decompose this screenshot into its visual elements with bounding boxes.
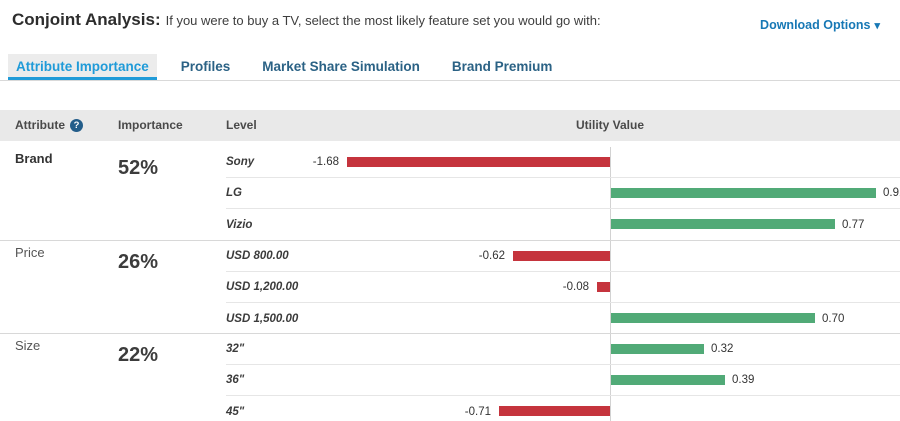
help-icon[interactable]: ?	[70, 118, 83, 132]
importance-value: 52%	[118, 157, 159, 179]
level-label: LG	[226, 187, 242, 199]
level-row: LG 0.91	[226, 178, 900, 209]
utility-bar-positive	[611, 344, 704, 354]
page-subtitle: If you were to buy a TV, select the most…	[165, 13, 601, 28]
level-row: USD 800.00 -0.62	[226, 241, 900, 272]
attribute-groups: Brand 52% Sony -1.68 LG 0.91 Vizio 0.77 Price 26%…	[0, 147, 900, 421]
download-options-label: Download Options	[760, 18, 871, 32]
tab-brand-premium[interactable]: Brand Premium	[451, 59, 553, 74]
level-row: Sony -1.68	[226, 147, 900, 178]
utility-value-label: 0.70	[822, 312, 845, 325]
levels: USD 800.00 -0.62 USD 1,200.00 -0.08 USD 1,50…	[226, 241, 900, 333]
importance-value: 22%	[118, 344, 159, 366]
level-row: 36" 0.39	[226, 365, 900, 396]
attribute-group: Size 22% 32" 0.32 36" 0.39 45" -0.71	[0, 333, 900, 421]
level-row: 32" 0.32	[226, 334, 900, 365]
chevron-down-icon: ▾	[874, 20, 880, 32]
utility-value-label: 0.32	[711, 343, 734, 355]
level-label: 45"	[226, 405, 245, 418]
level-label: USD 800.00	[226, 250, 289, 262]
utility-bar-negative	[513, 251, 610, 261]
level-row: 45" -0.71	[226, 396, 900, 421]
levels: 32" 0.32 36" 0.39 45" -0.71	[226, 334, 900, 421]
column-header-level: Level	[226, 118, 257, 132]
tab-profiles[interactable]: Profiles	[180, 59, 231, 74]
levels: Sony -1.68 LG 0.91 Vizio 0.77	[226, 147, 900, 240]
tab-market-share-simulation[interactable]: Market Share Simulation	[262, 59, 420, 74]
utility-value-label: 0.91	[883, 187, 900, 199]
utility-bar-positive	[611, 313, 815, 323]
level-label: 32"	[226, 343, 245, 355]
utility-bar-negative	[347, 157, 610, 167]
level-row: USD 1,500.00 0.70	[226, 303, 900, 334]
column-header-utility-value: Utility Value	[575, 118, 645, 132]
utility-bar-negative	[597, 282, 610, 292]
attribute-group: Price 26% USD 800.00 -0.62 USD 1,200.00 -0.08…	[0, 240, 900, 333]
download-options-button[interactable]: Download Options ▾	[760, 18, 880, 32]
zero-axis-line	[610, 147, 611, 421]
level-label: Sony	[226, 156, 255, 168]
utility-value-label: 0.39	[732, 374, 755, 386]
utility-bar-negative	[499, 406, 610, 416]
level-label: 36"	[226, 374, 245, 386]
level-row: USD 1,200.00 -0.08	[226, 272, 900, 303]
table-header: Attribute ? Importance Level Utility Val…	[0, 110, 900, 141]
column-header-attribute: Attribute ?	[15, 118, 83, 132]
level-label: USD 1,200.00	[226, 281, 299, 293]
column-header-importance: Importance	[118, 118, 183, 132]
attribute-group: Brand 52% Sony -1.68 LG 0.91 Vizio 0.77	[0, 147, 900, 240]
page-title: Conjoint Analysis:	[12, 10, 161, 29]
importance-value: 26%	[118, 251, 159, 273]
utility-value-label: -0.71	[464, 405, 491, 418]
tab-attribute-importance[interactable]: Attribute Importance	[8, 54, 157, 80]
utility-bar-positive	[611, 188, 876, 198]
level-label: USD 1,500.00	[226, 312, 299, 325]
utility-value-label: -1.68	[312, 156, 339, 168]
attribute-name: Size	[15, 338, 41, 353]
utility-chart-body: Brand 52% Sony -1.68 LG 0.91 Vizio 0.77 Price 26%…	[0, 141, 900, 421]
utility-value-label: -0.62	[478, 250, 505, 262]
utility-bar-positive	[611, 219, 835, 229]
utility-value-label: 0.77	[842, 218, 865, 231]
utility-bar-positive	[611, 375, 725, 385]
level-row: Vizio 0.77	[226, 209, 900, 240]
utility-value-label: -0.08	[562, 281, 589, 293]
tabs: Attribute Importance Profiles Market Share…	[0, 54, 900, 81]
attribute-header-label: Attribute	[15, 118, 65, 132]
page-title-bar: Conjoint Analysis: If you were to buy a T…	[12, 10, 700, 30]
level-label: Vizio	[226, 218, 253, 231]
attribute-name: Brand	[15, 151, 53, 166]
attribute-name: Price	[15, 245, 45, 260]
